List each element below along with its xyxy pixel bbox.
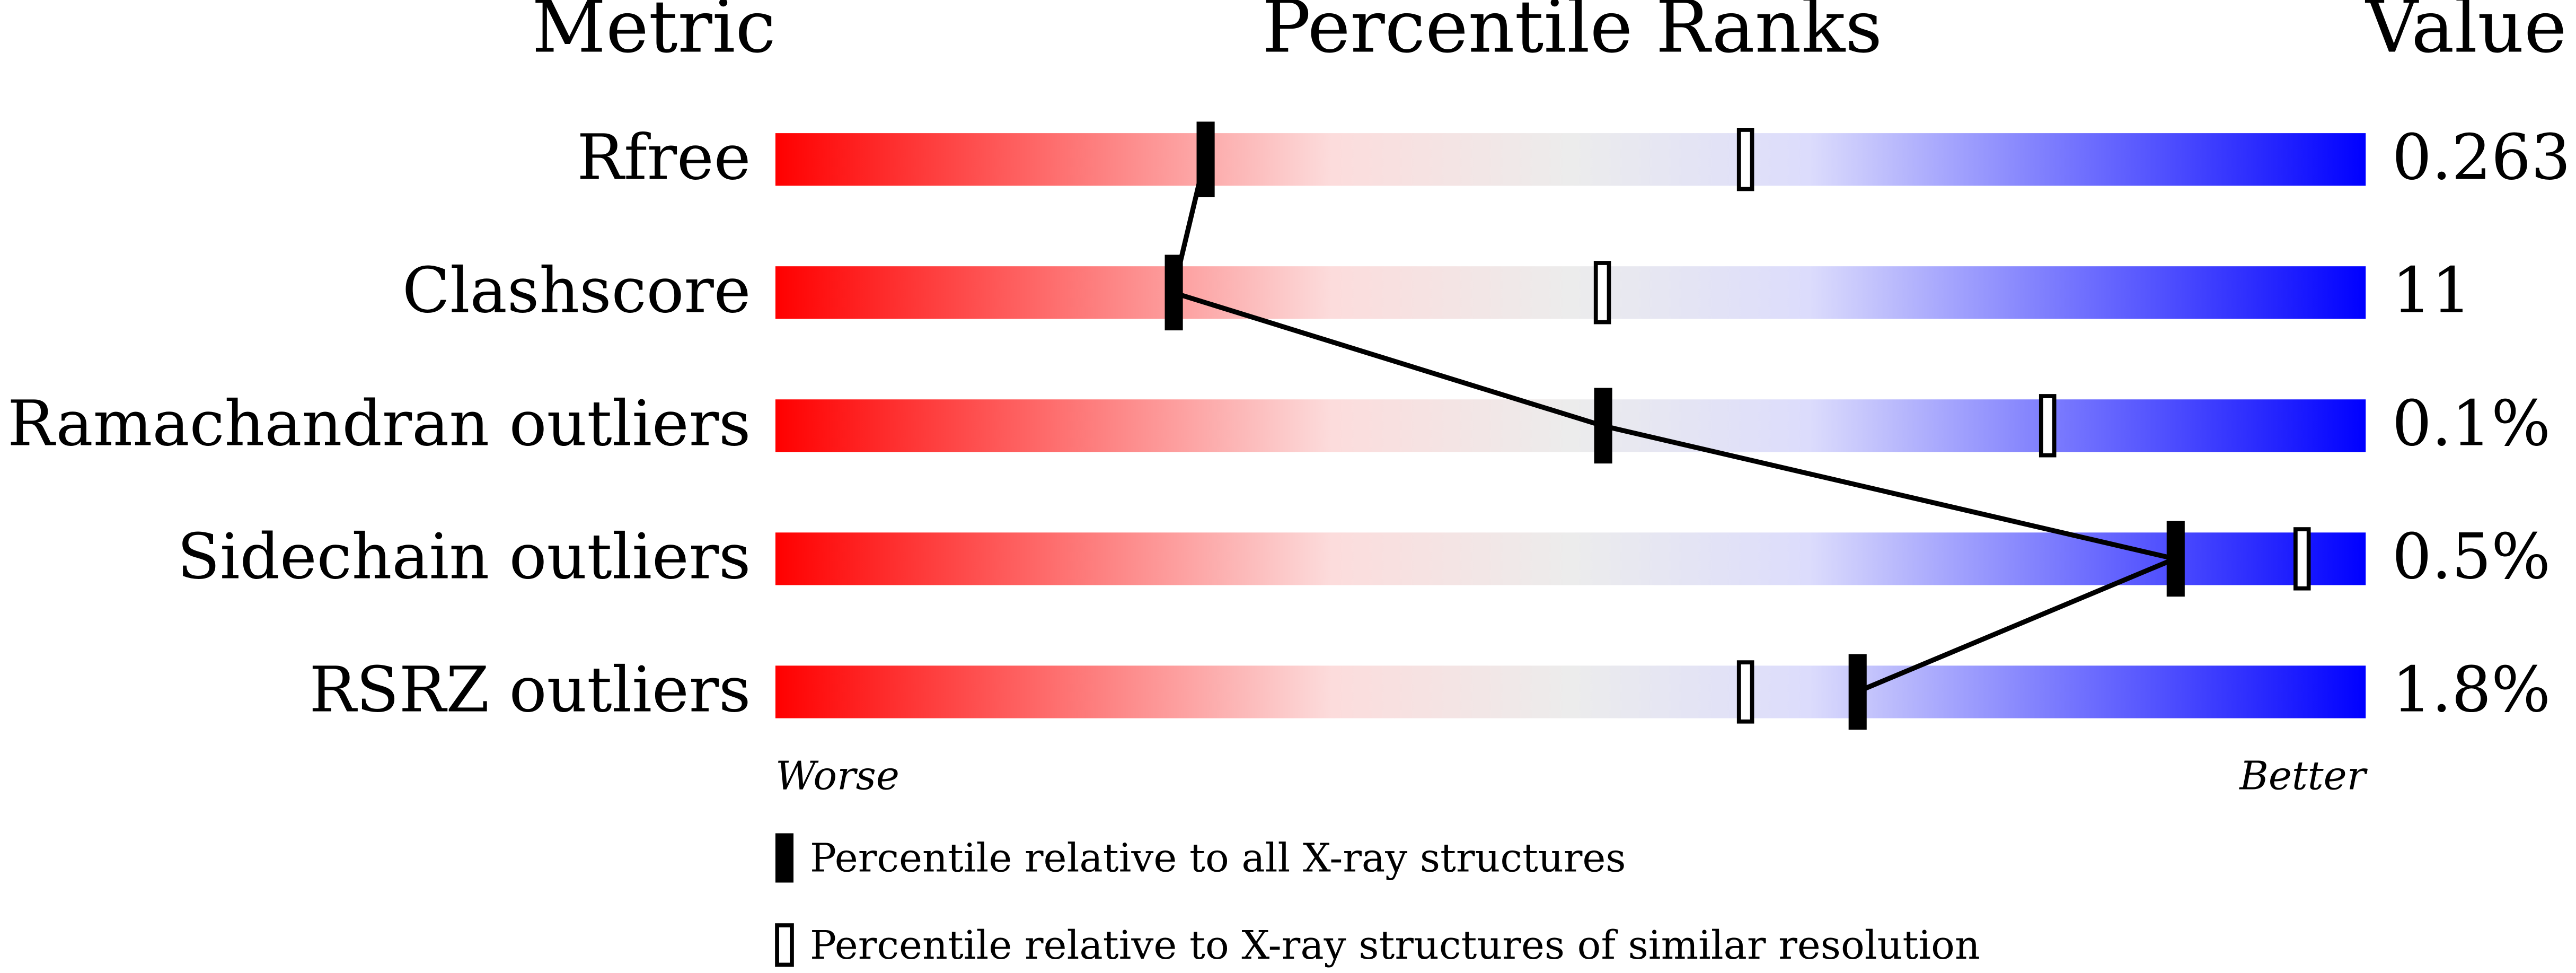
slider-bar: [775, 665, 2366, 718]
similar-resolution-marker: [2039, 394, 2057, 458]
metric-label: RSRZ outliers: [309, 654, 751, 726]
metric-label: Clashscore: [402, 255, 751, 327]
legend-marker: [775, 833, 794, 883]
all-structures-marker: [1196, 121, 1215, 197]
axis-low-label: Worse: [775, 753, 899, 799]
metric-label: Sidechain outliers: [177, 521, 751, 593]
similar-resolution-marker: [1736, 660, 1754, 724]
legend-label: Percentile relative to X-ray structures …: [810, 922, 1980, 968]
metric-label: Rfree: [577, 121, 751, 194]
metric-value: 1.8%: [2392, 654, 2551, 726]
similar-resolution-marker: [1736, 128, 1754, 191]
metric-label: Ramachandran outliers: [7, 388, 751, 460]
metric-value: 0.263: [2392, 121, 2571, 194]
metric-value: 11: [2392, 255, 2472, 327]
all-structures-marker: [1848, 654, 1867, 730]
slider-bar: [775, 133, 2366, 186]
axis-high-label: Better: [2238, 753, 2368, 799]
all-structures-marker: [1165, 255, 1183, 331]
header-ranks: Percentile Ranks: [1262, 0, 1882, 69]
metric-value: 0.1%: [2392, 388, 2551, 460]
slider-bar: [775, 399, 2366, 452]
legend-marker: [775, 923, 794, 967]
similar-resolution-marker: [1593, 261, 1611, 325]
slider-bar: [775, 266, 2366, 319]
all-structures-marker: [2166, 521, 2185, 597]
metric-value: 0.5%: [2392, 521, 2551, 593]
legend-label: Percentile relative to all X-ray structu…: [810, 835, 1626, 881]
all-structures-marker: [1594, 388, 1612, 464]
similar-resolution-marker: [2293, 527, 2311, 591]
header-metric: Metric: [532, 0, 775, 69]
header-value: Value: [2365, 0, 2566, 69]
